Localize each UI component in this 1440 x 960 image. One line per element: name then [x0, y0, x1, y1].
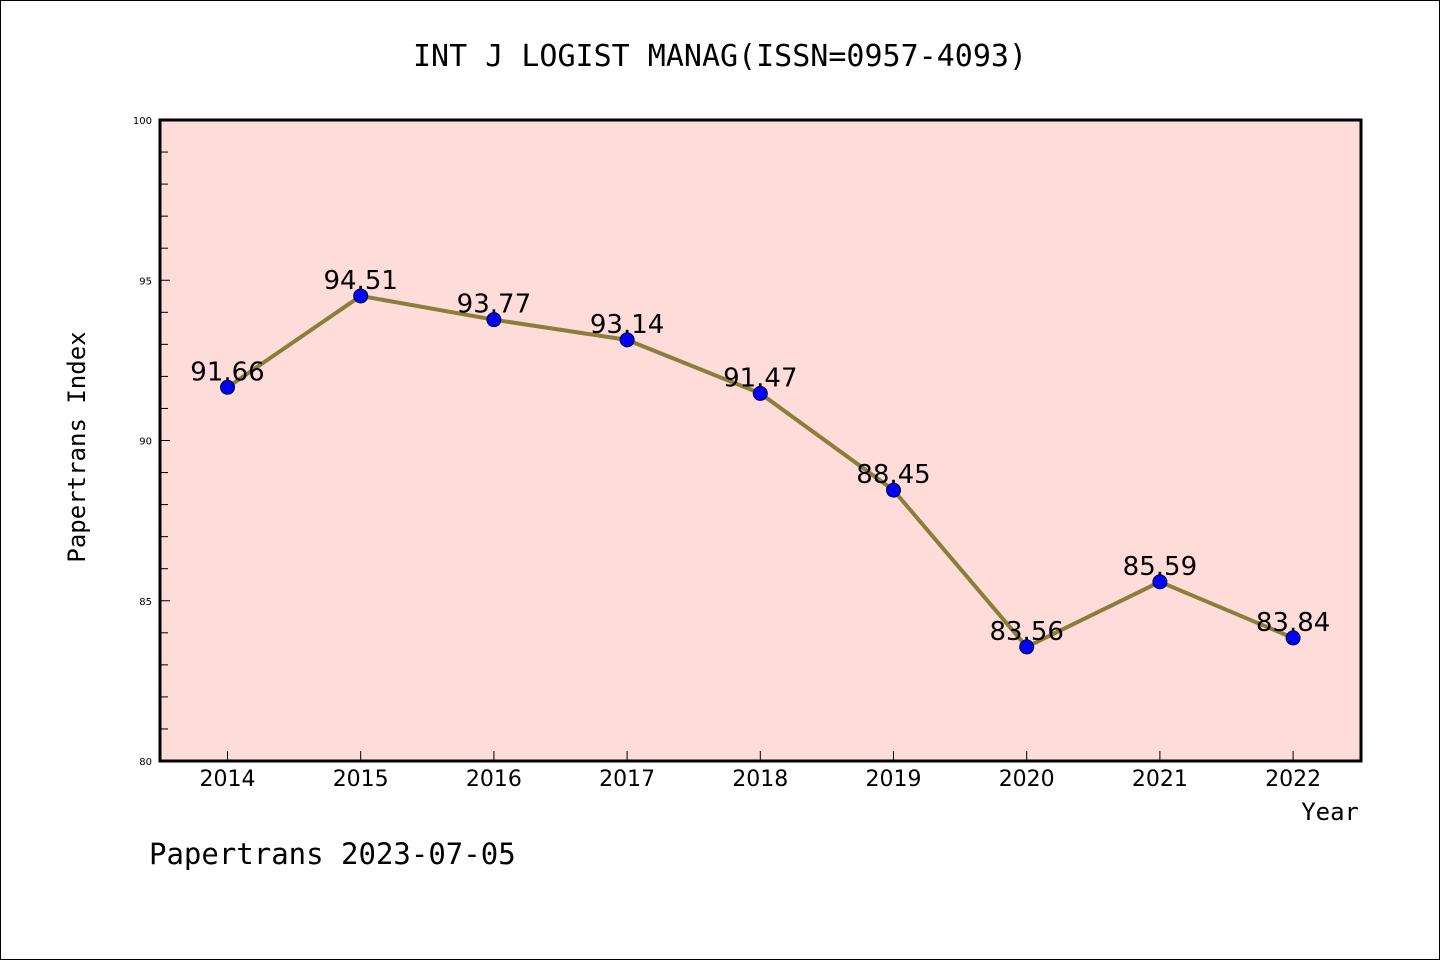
data-label: 83.56: [989, 617, 1063, 647]
data-point: [1285, 630, 1301, 646]
y-tick-label: 90: [139, 437, 152, 448]
data-label: 91.47: [723, 363, 797, 393]
data-point: [486, 312, 502, 328]
data-point: [220, 379, 235, 395]
data-label: 83.84: [1256, 608, 1330, 638]
data-label: 94.51: [323, 266, 397, 296]
data-labels: 91.66 94.51 93.77 93.14 91.47 88.45 83.56 85.59…: [190, 266, 1330, 647]
chart-title: INT J LOGIST MANAG(ISSN=0957-4093): [413, 39, 1027, 74]
x-tick-label: 2016: [466, 767, 522, 792]
x-tick-label: 2017: [599, 767, 655, 792]
y-axis-label: Papertrans Index: [63, 331, 91, 562]
data-label: 85.59: [1123, 552, 1197, 582]
x-tick-label: 2020: [999, 767, 1055, 792]
y-tick-label: 95: [139, 276, 152, 287]
x-tick-label: 2019: [866, 767, 922, 792]
x-axis: 2014 2015 2016 2017 2018 2019 2020 2021 2022: [200, 751, 1321, 792]
x-tick-label: 2015: [333, 767, 389, 792]
data-point: [1019, 639, 1035, 655]
x-tick-label: 2018: [732, 767, 788, 792]
x-axis-label: Year: [1301, 798, 1359, 826]
y-axis: 80 85 90 95 100: [133, 116, 170, 768]
x-tick-label: 2022: [1265, 767, 1321, 792]
data-point: [619, 332, 635, 348]
data-label: 93.77: [457, 290, 531, 320]
plot-area: [158, 118, 1363, 763]
y-tick-label: 80: [139, 757, 152, 768]
data-label: 93.14: [590, 310, 664, 340]
y-tick-label: 100: [133, 116, 152, 127]
x-tick-label: 2014: [200, 767, 256, 792]
x-tick-label: 2021: [1132, 767, 1188, 792]
data-label: 88.45: [856, 460, 930, 490]
data-point: [752, 385, 768, 401]
data-point: [353, 288, 369, 304]
series-markers: [220, 288, 1301, 655]
data-point: [886, 482, 901, 498]
data-label: 91.66: [190, 357, 264, 387]
y-tick-label: 85: [139, 597, 152, 608]
footer-date: Papertrans 2023-07-05: [149, 837, 516, 871]
data-point: [1152, 574, 1168, 590]
